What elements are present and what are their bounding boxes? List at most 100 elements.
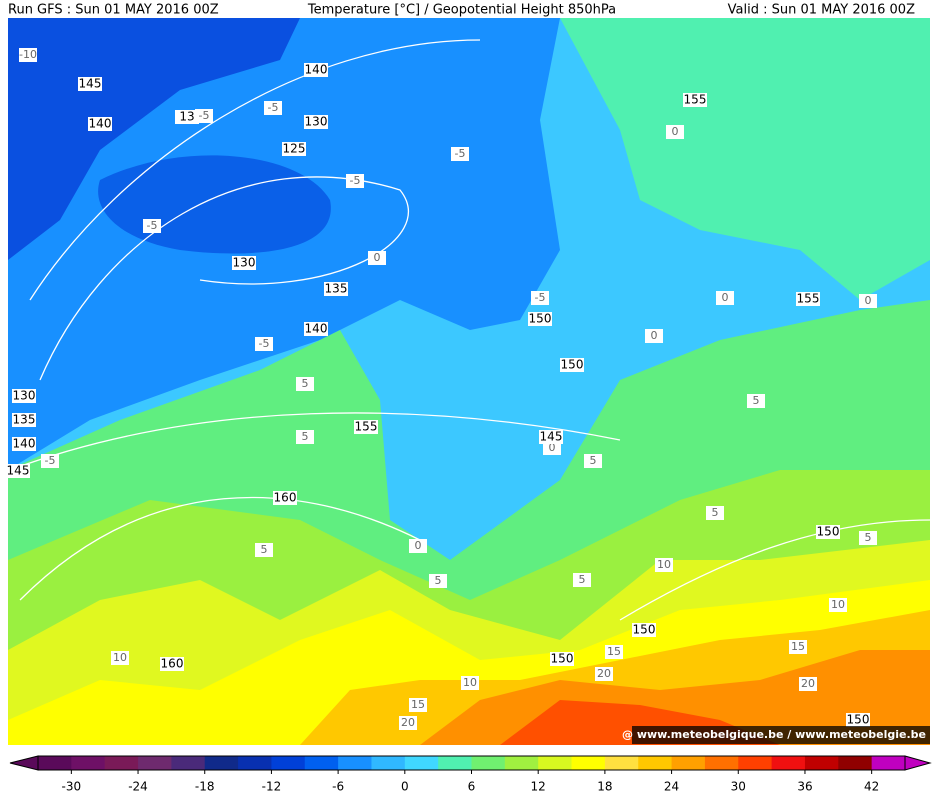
colorbar-swatch [38,756,72,770]
colorbar-tick-label: -30 [62,780,82,794]
temperature-label-box [573,573,591,587]
colorbar-swatch [471,756,506,770]
height-label-box [550,652,574,666]
height-label: 155 [355,420,378,434]
colorbar-tick-label: 12 [531,780,546,794]
colorbar-swatch [338,756,372,770]
run-label: Run GFS : Sun 01 MAY 2016 00Z [8,3,219,18]
height-label: 145 [79,77,102,91]
height-label: 125 [283,142,306,156]
height-label: 150 [633,623,656,637]
temperature-label-box [716,291,734,305]
height-label-box [846,713,870,727]
height-label-box [175,110,199,124]
temperature-label: 0 [549,441,556,454]
temperature-label: 5 [712,506,719,519]
temperature-label: 0 [672,125,679,138]
temperature-label: -10 [19,48,37,61]
height-label: 135 [13,413,36,427]
height-label: 150 [529,312,552,326]
height-label-box [632,623,656,637]
temperature-label-box [255,337,273,351]
temperature-label-box [296,430,314,444]
temperature-label-box [543,441,561,455]
temperature-label: -5 [350,174,361,187]
temperature-label-box [346,174,364,188]
colorbar-tick-label: 36 [797,780,812,794]
height-label-box [354,420,378,434]
temperature-label-box [143,219,161,233]
height-label-box [304,63,328,77]
height-label: 130 [305,115,328,129]
temperature-label: 10 [113,651,127,664]
height-label-box [539,430,563,444]
temperature-label: 5 [753,394,760,407]
colorbar-swatch [271,756,306,770]
colorbar-swatch [438,756,472,770]
colorbar-tick-label: 6 [468,780,476,794]
temperature-label: 20 [597,667,611,680]
height-label-box [78,77,102,91]
temperature-label: -5 [259,337,270,350]
colorbar-swatch [304,756,339,770]
temperature-label: 15 [791,640,805,653]
height-label: 150 [561,358,584,372]
map-title: Temperature [°C] / Geopotential Height 8… [307,3,616,18]
height-label: 150 [847,713,870,727]
colorbar-end [904,755,932,771]
temperature-label-box [195,109,213,123]
height-label-box [560,358,584,372]
temperature-label-box [399,716,417,730]
height-label-box [324,282,348,296]
colorbar-tick-label: -12 [262,780,282,794]
colorbar: -30 -24 -18 -12 -6 0 6 12 18 24 30 36 42 [9,755,932,794]
temperature-label: 0 [865,294,872,307]
height-label: 155 [797,292,820,306]
temperature-label-box [255,543,273,557]
colorbar-swatch [804,756,839,770]
temperature-label-box [747,394,765,408]
temperature-label: 0 [374,251,381,264]
colorbar-swatch [604,756,639,770]
temperature-label-box [41,454,59,468]
colorbar-tick-label: 0 [401,780,409,794]
height-label-box [816,525,840,539]
temperature-label: 5 [590,454,597,467]
temperature-label-box [409,698,427,712]
temperature-label-box [829,598,847,612]
height-label-box [12,413,36,427]
height-label: 135 [325,282,348,296]
colorbar-tick-label: -18 [195,780,215,794]
temperature-label: 5 [302,377,309,390]
temperature-label: 20 [401,716,415,729]
temperature-label: -5 [455,147,466,160]
temperature-label-box [706,506,724,520]
temperature-label-box [111,651,129,665]
height-label-box [12,437,36,451]
temperature-label-box [368,251,386,265]
temperature-label: 5 [865,531,872,544]
temperature-label-box [655,558,673,572]
height-label: 145 [7,464,30,478]
height-label: 160 [274,491,297,505]
height-label: 155 [684,93,707,107]
colorbar-swatch [171,756,206,770]
temperature-label: 5 [302,430,309,443]
temperature-label-box [595,667,613,681]
colorbar-swatch [504,756,539,770]
colorbar-swatch [771,756,806,770]
colorbar-swatch [404,756,439,770]
temperature-label: 15 [411,698,425,711]
height-label: 140 [89,117,112,131]
temperature-label: 10 [831,598,845,611]
colorbar-swatch [538,756,573,770]
colorbar-swatch [871,756,906,770]
temperature-label-box [19,48,37,62]
temperature-label-box [429,574,447,588]
height-label: 140 [13,437,36,451]
colorbar-swatch [638,756,673,770]
height-label: 150 [551,652,574,666]
height-label: 13 [179,110,194,124]
height-label-box [796,292,820,306]
